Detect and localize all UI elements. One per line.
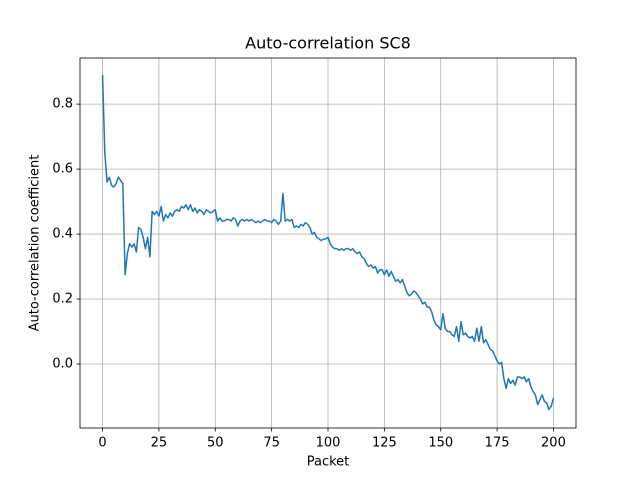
x-tick-label: 50 xyxy=(207,436,224,451)
y-tick-label: 0.6 xyxy=(52,162,73,177)
plot-frame xyxy=(79,57,577,429)
x-tick-label: 0 xyxy=(98,436,106,451)
y-tick-label: 0.4 xyxy=(52,227,73,242)
x-tick-label: 200 xyxy=(541,436,566,451)
y-tick-label: 0.0 xyxy=(52,357,73,372)
x-tick-label: 175 xyxy=(485,436,510,451)
data-line xyxy=(101,74,555,411)
chart-title: Auto-correlation SC8 xyxy=(245,34,411,53)
x-tick-label: 75 xyxy=(263,436,280,451)
y-tick-label: 0.2 xyxy=(52,292,73,307)
y-tick-label: 0.8 xyxy=(52,97,73,112)
x-tick-label: 150 xyxy=(428,436,453,451)
y-axis-label: Auto-correlation coefficient xyxy=(28,155,43,332)
x-tick-label: 100 xyxy=(316,436,341,451)
x-tick-label: 125 xyxy=(372,436,397,451)
x-axis-label: Packet xyxy=(307,455,350,470)
x-tick-label: 25 xyxy=(151,436,168,451)
